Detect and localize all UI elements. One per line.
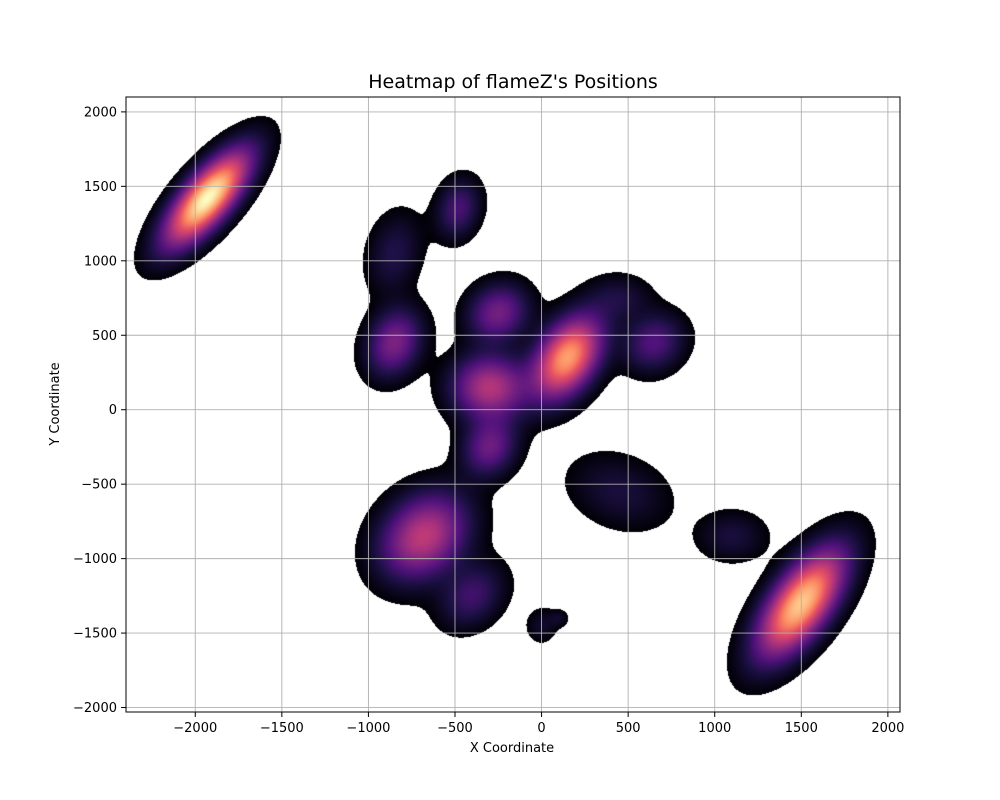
y-tick-label: 1000 [84,254,117,269]
y-tick-label: 0 [109,403,117,418]
x-axis-title: X Coordinate [470,741,554,756]
x-tick-label: −1000 [346,721,390,736]
x-tick-label: 1500 [785,721,818,736]
chart-title: Heatmap of flameZ's Positions [368,71,658,93]
y-tick-label: −2000 [73,701,117,716]
y-axis-ticks: −2000 −1500 −1000 −500 0 500 1000 1500 2000 [73,105,126,716]
grid-lines [126,97,900,712]
x-tick-label: −500 [437,721,473,736]
x-tick-label: −1500 [260,721,304,736]
x-tick-label: 0 [537,721,545,736]
x-tick-label: −2000 [173,721,217,736]
y-tick-label: −500 [81,478,117,493]
y-tick-label: −1000 [73,552,117,567]
y-tick-label: −1500 [73,627,117,642]
y-axis-title: Y Coordinate [48,362,63,446]
x-tick-label: 2000 [871,721,904,736]
x-tick-label: 500 [616,721,641,736]
density-layer [126,97,900,712]
x-tick-label: 1000 [698,721,731,736]
y-tick-label: 1500 [84,180,117,195]
x-axis-ticks: −2000 −1500 −1000 −500 0 500 1000 1500 2000 [173,712,904,736]
y-tick-label: 2000 [84,105,117,120]
plot-frame [125,96,901,713]
plot-area [125,96,901,713]
density-canvas [126,97,900,712]
y-tick-label: 500 [92,329,117,344]
